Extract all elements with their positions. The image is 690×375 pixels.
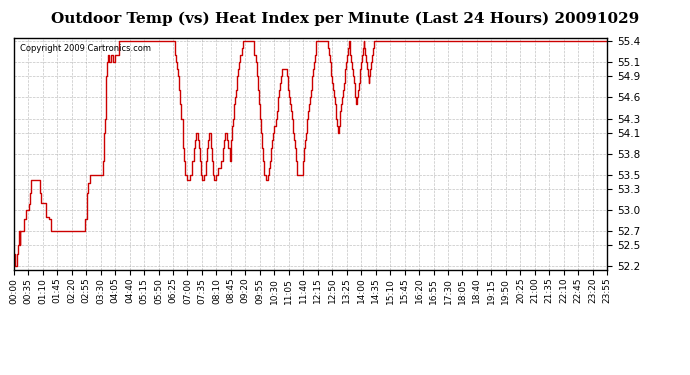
Text: Outdoor Temp (vs) Heat Index per Minute (Last 24 Hours) 20091029: Outdoor Temp (vs) Heat Index per Minute … [51,11,639,26]
Text: Copyright 2009 Cartronics.com: Copyright 2009 Cartronics.com [20,45,150,54]
